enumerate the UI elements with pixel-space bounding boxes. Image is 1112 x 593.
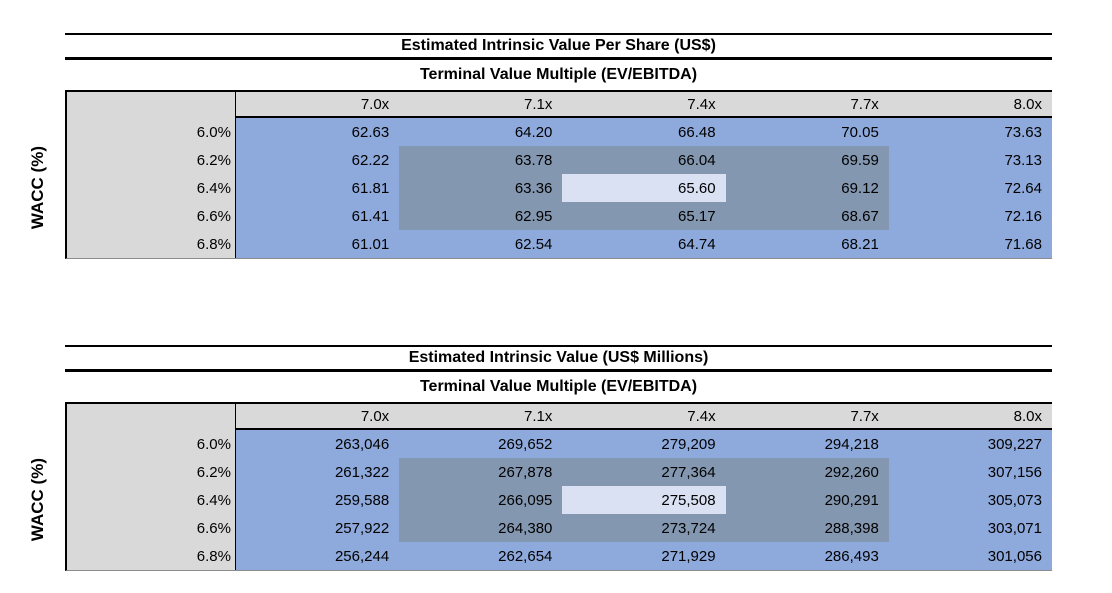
row-header-cell[interactable]: 6.0% [67, 430, 236, 458]
row-header-cell[interactable]: 6.8% [67, 230, 236, 258]
col-header-cell[interactable]: 7.4x [562, 92, 726, 118]
value-cell[interactable]: 277,364 [562, 458, 726, 486]
value-cell[interactable]: 290,291 [725, 486, 889, 514]
value-cell[interactable]: 267,878 [399, 458, 563, 486]
row-header-cell[interactable]: 6.4% [67, 174, 236, 202]
col-header-cell[interactable]: 8.0x [888, 92, 1052, 118]
value-cell[interactable]: 309,227 [888, 430, 1052, 458]
row-header-cell[interactable]: 6.2% [67, 146, 236, 174]
col-header-cell[interactable]: 7.7x [725, 92, 889, 118]
table-subtitle: Terminal Value Multiple (EV/EBITDA) [419, 66, 698, 83]
col-header-cell[interactable]: 7.1x [399, 92, 563, 118]
wacc-axis-label-text: WACC (%) [28, 458, 47, 542]
sensitivity-grid: 7.0x 7.1x 7.4x 7.7x 8.0x 6.0% 263,046 269,652 27… [65, 402, 1052, 571]
value-cell[interactable]: 273,724 [562, 514, 726, 542]
value-cell[interactable]: 70.05 [725, 118, 889, 146]
value-cell[interactable]: 256,244 [236, 542, 400, 570]
col-header-cell[interactable]: 8.0x [888, 404, 1052, 430]
value-cell[interactable]: 71.68 [888, 230, 1052, 258]
col-header-cell[interactable]: 7.7x [725, 404, 889, 430]
value-cell[interactable]: 294,218 [725, 430, 889, 458]
row-header-cell[interactable]: 6.6% [67, 202, 236, 230]
row-header-cell[interactable]: 6.2% [67, 458, 236, 486]
value-cell[interactable]: 62.54 [399, 230, 563, 258]
row-header-cell[interactable]: 6.4% [67, 486, 236, 514]
value-cell[interactable]: 73.63 [888, 118, 1052, 146]
base-case-cell[interactable]: 65.60 [562, 174, 726, 202]
value-cell[interactable]: 62.95 [399, 202, 563, 230]
value-cell[interactable]: 66.48 [562, 118, 726, 146]
value-cell[interactable]: 68.67 [725, 202, 889, 230]
value-cell[interactable]: 262,654 [399, 542, 563, 570]
value-cell[interactable]: 69.12 [725, 174, 889, 202]
value-cell[interactable]: 279,209 [562, 430, 726, 458]
value-cell[interactable]: 307,156 [888, 458, 1052, 486]
wacc-axis-label-text: WACC (%) [28, 146, 47, 230]
value-cell[interactable]: 292,260 [725, 458, 889, 486]
value-cell[interactable]: 64.74 [562, 230, 726, 258]
value-cell[interactable]: 63.36 [399, 174, 563, 202]
col-header-cell[interactable]: 7.0x [236, 92, 400, 118]
table-subtitle: Terminal Value Multiple (EV/EBITDA) [419, 378, 698, 395]
col-header-cell[interactable]: 7.4x [562, 404, 726, 430]
value-cell[interactable]: 64.20 [399, 118, 563, 146]
sensitivity-table-total-value: Estimated Intrinsic Value (US$ Millions)… [65, 345, 1052, 571]
value-cell[interactable]: 288,398 [725, 514, 889, 542]
value-cell[interactable]: 303,071 [888, 514, 1052, 542]
value-cell[interactable]: 286,493 [725, 542, 889, 570]
value-cell[interactable]: 62.63 [236, 118, 400, 146]
value-cell[interactable]: 66.04 [562, 146, 726, 174]
value-cell[interactable]: 73.13 [888, 146, 1052, 174]
value-cell[interactable]: 65.17 [562, 202, 726, 230]
value-cell[interactable]: 63.78 [399, 146, 563, 174]
row-header-cell[interactable]: 6.0% [67, 118, 236, 146]
value-cell[interactable]: 305,073 [888, 486, 1052, 514]
sensitivity-grid: 7.0x 7.1x 7.4x 7.7x 8.0x 6.0% 62.63 64.20 66.48 7… [65, 90, 1052, 259]
value-cell[interactable]: 266,095 [399, 486, 563, 514]
row-header-cell[interactable]: 6.8% [67, 542, 236, 570]
wacc-axis-label: WACC (%) [24, 118, 52, 258]
col-header-cell[interactable]: 7.0x [236, 404, 400, 430]
table-title: Estimated Intrinsic Value (US$ Millions) [65, 345, 1052, 372]
value-cell[interactable]: 271,929 [562, 542, 726, 570]
value-cell[interactable]: 61.81 [236, 174, 400, 202]
wacc-axis-label: WACC (%) [24, 430, 52, 570]
value-cell[interactable]: 261,322 [236, 458, 400, 486]
value-cell[interactable]: 263,046 [236, 430, 400, 458]
value-cell[interactable]: 259,588 [236, 486, 400, 514]
sensitivity-table-per-share: Estimated Intrinsic Value Per Share (US$… [65, 33, 1052, 259]
value-cell[interactable]: 61.01 [236, 230, 400, 258]
base-case-cell[interactable]: 275,508 [562, 486, 726, 514]
value-cell[interactable]: 62.22 [236, 146, 400, 174]
value-cell[interactable]: 69.59 [725, 146, 889, 174]
value-cell[interactable]: 269,652 [399, 430, 563, 458]
value-cell[interactable]: 264,380 [399, 514, 563, 542]
value-cell[interactable]: 72.64 [888, 174, 1052, 202]
value-cell[interactable]: 72.16 [888, 202, 1052, 230]
row-header-cell[interactable]: 6.6% [67, 514, 236, 542]
col-header-cell[interactable]: 7.1x [399, 404, 563, 430]
value-cell[interactable]: 257,922 [236, 514, 400, 542]
corner-cell [67, 404, 236, 430]
value-cell[interactable]: 68.21 [725, 230, 889, 258]
table-title: Estimated Intrinsic Value Per Share (US$… [65, 33, 1052, 60]
value-cell[interactable]: 301,056 [888, 542, 1052, 570]
value-cell[interactable]: 61.41 [236, 202, 400, 230]
corner-cell [67, 92, 236, 118]
